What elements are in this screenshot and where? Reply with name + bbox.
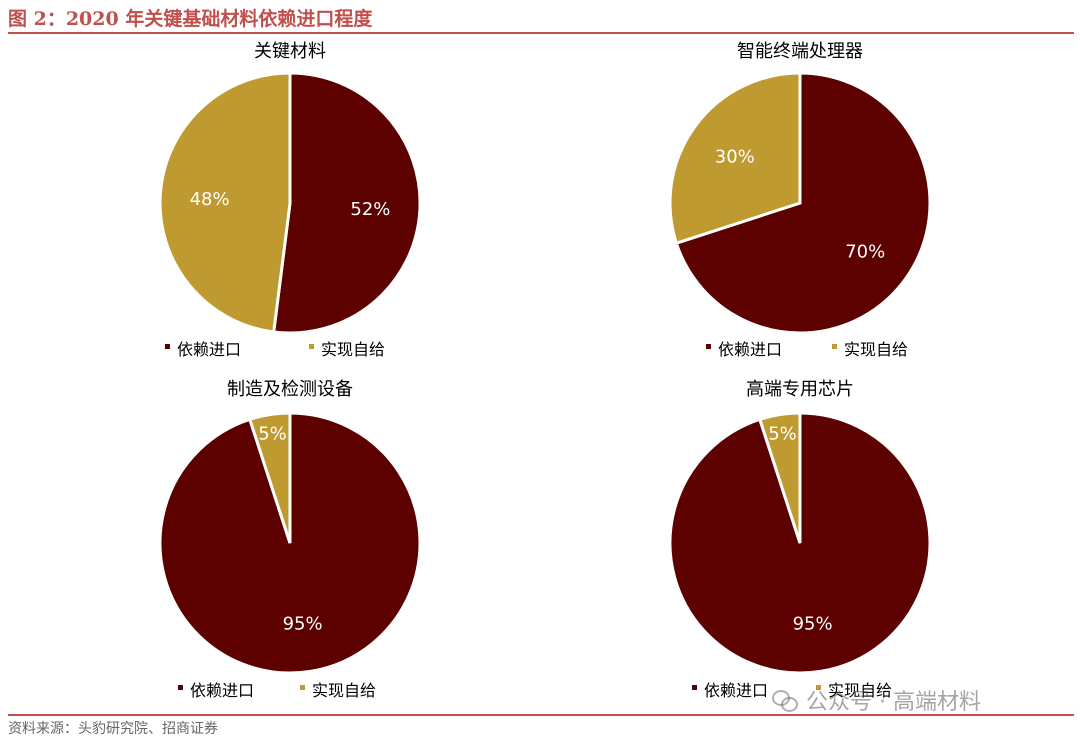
pie-slice-self <box>668 71 802 246</box>
legend-entry: 实现自给 <box>321 340 385 359</box>
legend-entry: 实现自给 <box>844 340 908 359</box>
pie-slice-import <box>674 71 932 335</box>
data-label: 95% <box>793 614 833 635</box>
legend-swatch <box>300 685 305 690</box>
pie-slice-self <box>247 411 292 544</box>
chart-title: 制造及检测设备 <box>227 379 353 400</box>
legend-swatch <box>816 685 821 690</box>
chart-title: 关键材料 <box>254 41 326 62</box>
data-label: 5% <box>768 424 797 445</box>
chart-title: 智能终端处理器 <box>737 41 863 62</box>
pie-chart-3: 制造及检测设备 95% 5% 依赖进口 实现自给 <box>158 379 422 700</box>
data-label: 52% <box>350 199 390 220</box>
footer-rule <box>8 714 1074 716</box>
legend-swatch <box>178 685 183 690</box>
chart-title: 高端专用芯片 <box>746 379 854 400</box>
legend-entry: 实现自给 <box>312 681 376 700</box>
data-label: 30% <box>715 147 755 168</box>
pie-slice-self <box>757 411 802 544</box>
legend-swatch <box>706 344 711 349</box>
watermark-text: 公众号 · 高端材料 <box>806 690 981 715</box>
watermark: 公众号 · 高端材料 <box>772 683 981 717</box>
pie-slice-import <box>272 71 422 335</box>
legend-entry: 依赖进口 <box>177 340 241 359</box>
legend-entry: 依赖进口 <box>190 681 254 700</box>
legend-swatch <box>165 344 170 349</box>
legend-entry: 依赖进口 <box>704 681 768 700</box>
data-label: 5% <box>258 424 287 445</box>
data-label: 48% <box>190 189 230 210</box>
legend-entry: 实现自给 <box>828 681 892 700</box>
figure-title: 图 2：2020 年关键基础材料依赖进口程度 <box>8 8 373 30</box>
legend-entry: 依赖进口 <box>718 340 782 359</box>
pie-chart-2: 智能终端处理器 70% 30% 依赖进口 实现自给 <box>668 41 932 359</box>
data-label: 70% <box>845 241 885 262</box>
pie-chart-4: 高端专用芯片 95% 5% 依赖进口 实现自给 <box>668 379 932 700</box>
pie-chart-1: 关键材料 52% 48% 依赖进口 实现自给 <box>158 41 422 359</box>
source-note: 资料来源：头豹研究院、招商证券 <box>8 721 218 737</box>
data-label: 95% <box>283 614 323 635</box>
legend-swatch <box>692 685 697 690</box>
pie-slice-self <box>158 71 292 334</box>
title-rule <box>8 32 1074 34</box>
wechat-icon <box>772 687 798 713</box>
legend-swatch <box>832 344 837 349</box>
legend-swatch <box>309 344 314 349</box>
